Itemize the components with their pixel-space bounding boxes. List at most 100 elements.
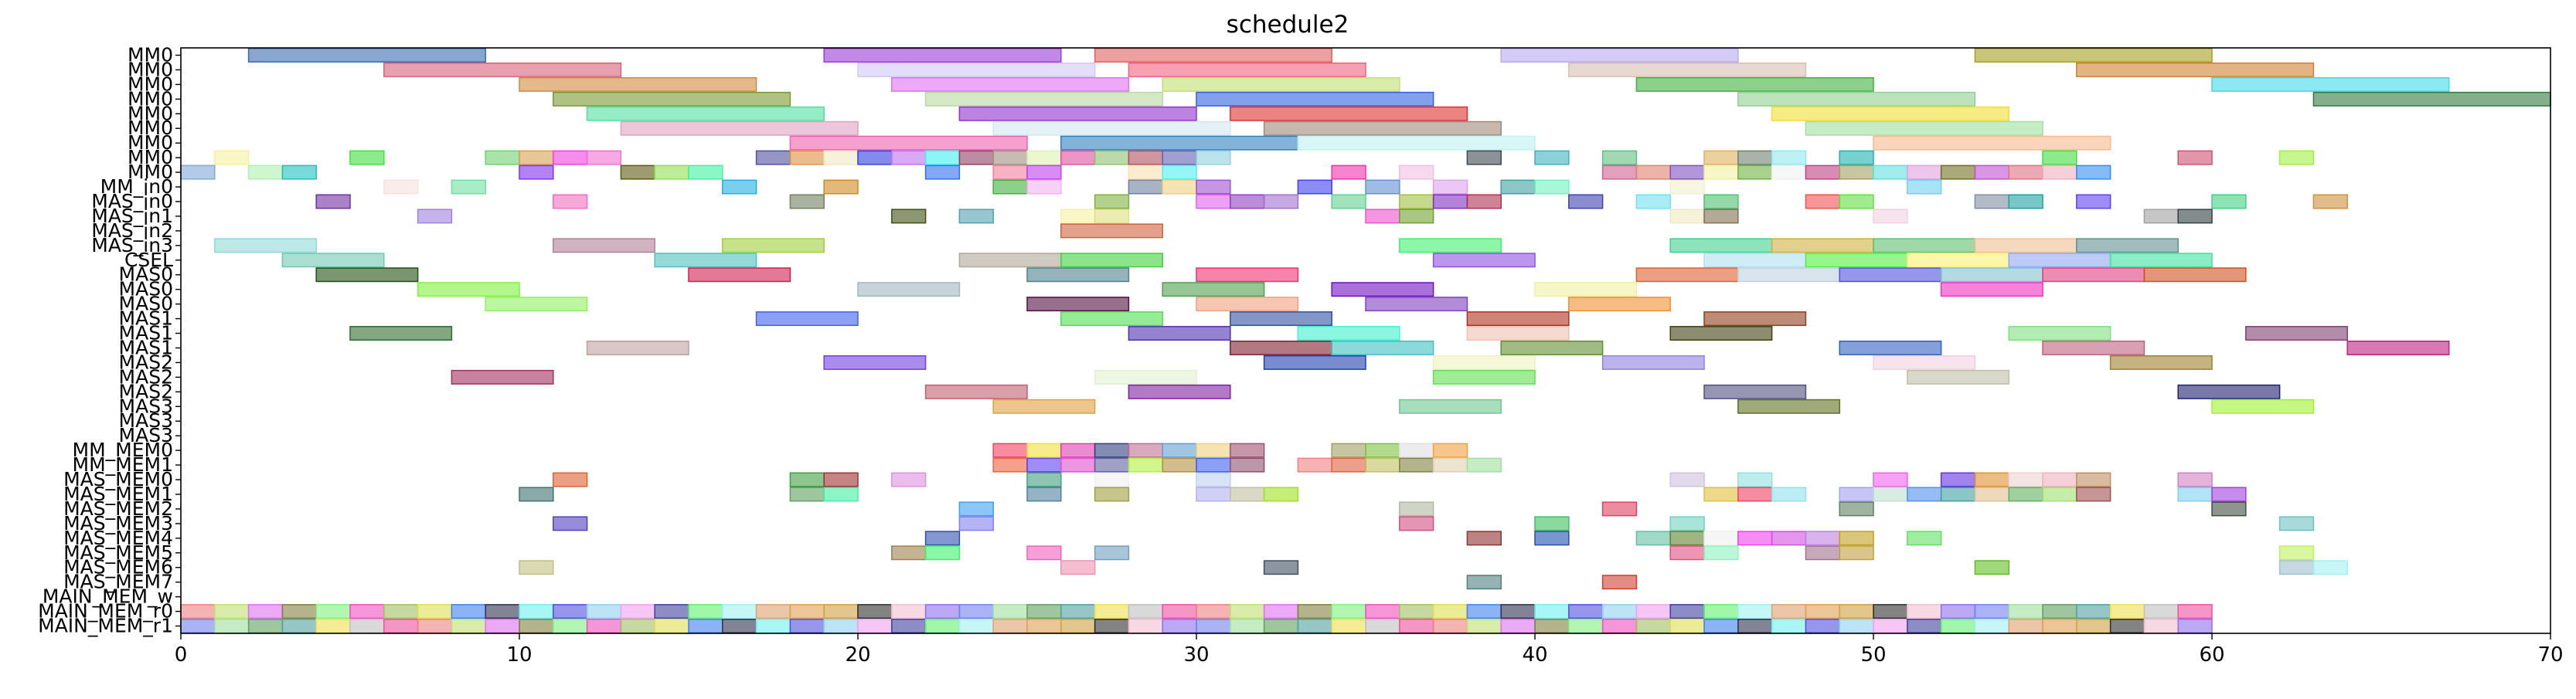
task-bar (1399, 209, 1434, 224)
task-bar (1635, 531, 1671, 546)
task-bar (1128, 443, 1163, 458)
task-bar (688, 619, 723, 633)
task-bar (1839, 545, 1874, 561)
plot-frame (180, 47, 2551, 634)
task-bar (1771, 150, 1807, 165)
task-bar (1568, 604, 1604, 619)
task-bar (1940, 487, 1976, 502)
task-bar (789, 604, 825, 619)
y-tick-label: MAS_MEM3 (63, 512, 173, 534)
y-tick-label: MAS_MEM5 (63, 541, 173, 564)
task-bar (1263, 604, 1299, 619)
task-bar (620, 604, 655, 619)
task-bar (1669, 209, 1705, 224)
y-tick-label: MM0 (128, 73, 173, 95)
task-bar (1974, 165, 2009, 180)
task-bar (1060, 223, 1163, 239)
task-bar (992, 457, 1028, 473)
task-bar (1432, 369, 1536, 385)
task-bar (2177, 619, 2213, 633)
task-bar (2042, 267, 2146, 283)
task-bar (349, 150, 385, 165)
task-bar (823, 150, 859, 165)
y-tick-label: MM_in0 (100, 175, 173, 198)
task-bar (519, 165, 554, 180)
task-bar (1263, 619, 1299, 633)
task-bar (1162, 76, 1400, 92)
task-bar (2042, 472, 2077, 487)
task-bar (1128, 165, 1163, 180)
task-bar (1839, 165, 1874, 180)
task-bar (2042, 604, 2077, 619)
task-bar (519, 560, 554, 575)
task-bar (451, 179, 486, 195)
task-bar (1907, 619, 1942, 633)
task-bar (620, 619, 655, 633)
y-tick-label: MAS_in1 (91, 205, 173, 227)
task-bar (1940, 282, 2043, 297)
task-bar (1601, 619, 1638, 633)
task-bar (485, 604, 520, 619)
task-bar (349, 619, 385, 633)
task-bar (1060, 150, 1096, 165)
task-bar (1466, 457, 1502, 473)
task-bar (1026, 267, 1130, 283)
task-bar (688, 267, 791, 283)
task-bar (1094, 443, 1130, 458)
task-bar (1500, 179, 1536, 195)
task-bar (1432, 443, 1468, 458)
task-bar (2076, 472, 2112, 487)
task-bar (2008, 604, 2043, 619)
y-tick-label: MM0 (128, 161, 173, 183)
task-bar (214, 150, 250, 165)
task-bar (1534, 531, 1570, 546)
task-bar (1737, 531, 1773, 546)
task-bar (1703, 253, 1807, 268)
task-bar (992, 150, 1028, 165)
task-bar (1060, 457, 1096, 473)
task-bar (1128, 179, 1163, 195)
task-bar (180, 165, 216, 180)
task-bar (1365, 179, 1400, 195)
task-bar (1974, 619, 2009, 633)
task-bar (1669, 326, 1773, 341)
task-bar (857, 282, 961, 297)
task-bar (924, 165, 961, 180)
task-bar (2211, 501, 2247, 517)
task-bar (349, 326, 453, 341)
task-bar (1162, 179, 1197, 195)
task-bar (1703, 384, 1807, 399)
y-tick-label: CSEL (124, 249, 173, 271)
task-bar (1196, 457, 1231, 473)
task-bar (1534, 619, 1570, 633)
task-bar (1128, 62, 1366, 77)
task-bar (586, 619, 622, 633)
y-tick-label: MAS1 (119, 307, 173, 330)
task-bar (823, 604, 859, 619)
task-bar (1907, 253, 2009, 268)
task-bar (1094, 150, 1130, 165)
task-bar (958, 516, 994, 531)
task-bar (2177, 487, 2213, 502)
task-bar (924, 150, 961, 165)
task-bar (1737, 267, 1840, 283)
task-bar (1907, 179, 1942, 195)
task-bar (1669, 604, 1705, 619)
y-tick-label: MAS3 (119, 409, 173, 432)
task-bar (1094, 369, 1197, 385)
task-bar (1196, 267, 1299, 283)
task-bar (1060, 311, 1163, 327)
y-tick-label: MM0 (128, 146, 173, 168)
task-bar (519, 487, 554, 502)
task-bar (1060, 209, 1096, 224)
task-bar (1703, 194, 1739, 209)
task-bar (519, 619, 554, 633)
task-bar (958, 501, 994, 517)
x-tick-label: 50 (1860, 643, 1886, 667)
task-bar (722, 238, 825, 253)
task-bar (1669, 472, 1705, 487)
y-tick-label: MAS_MEM1 (63, 483, 173, 505)
task-bar (1399, 457, 1434, 473)
task-bar (958, 150, 994, 165)
